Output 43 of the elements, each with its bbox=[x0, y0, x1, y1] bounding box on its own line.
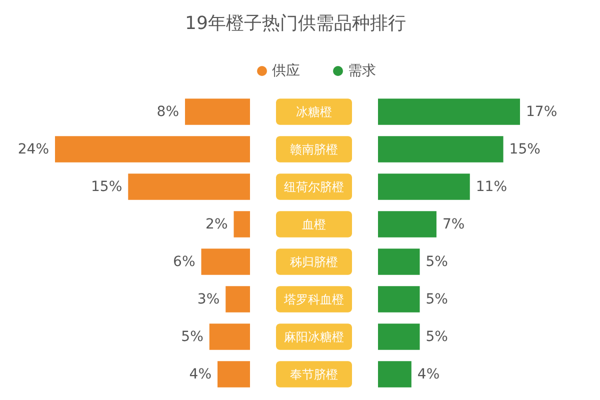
data-label: 11% bbox=[476, 178, 508, 195]
legend-label: 供应 bbox=[272, 63, 300, 79]
text: 19年橙子热门供需品种排行 bbox=[185, 13, 406, 34]
bar bbox=[226, 286, 250, 312]
y-tick-label: 麻阳冰糖橙 bbox=[284, 330, 344, 344]
bar bbox=[378, 248, 420, 275]
bar bbox=[378, 98, 520, 125]
bar bbox=[378, 136, 504, 162]
bar bbox=[185, 98, 250, 125]
bar bbox=[378, 174, 470, 200]
bar bbox=[378, 211, 436, 238]
bar bbox=[128, 174, 250, 200]
y-tick-label: 秭归脐橙 bbox=[290, 254, 338, 269]
bar bbox=[378, 361, 412, 388]
y-tick-label: 赣南脐橙 bbox=[290, 142, 338, 156]
data-label: 2% bbox=[206, 216, 228, 232]
bar bbox=[218, 361, 250, 388]
data-label: 7% bbox=[442, 216, 465, 232]
data-label: 8% bbox=[156, 104, 179, 120]
data-label: 15% bbox=[509, 141, 540, 158]
bar bbox=[378, 286, 420, 312]
data-label: 6% bbox=[173, 254, 196, 270]
bar bbox=[55, 136, 250, 162]
data-label: 3% bbox=[197, 291, 220, 308]
data-label: 4% bbox=[417, 366, 440, 382]
data-label: 15% bbox=[91, 178, 122, 195]
data-label: 5% bbox=[181, 328, 204, 345]
data-label: 5% bbox=[426, 291, 448, 308]
bar bbox=[234, 211, 250, 238]
bar bbox=[201, 248, 250, 275]
data-label: 5% bbox=[426, 254, 448, 270]
legend-label: 需求 bbox=[348, 63, 376, 79]
y-tick-label: 奉节脐橙 bbox=[290, 367, 338, 382]
bar bbox=[209, 324, 250, 350]
y-tick-label: 冰糖橙 bbox=[296, 104, 332, 119]
y-tick-label: 血橙 bbox=[302, 217, 326, 232]
data-label: 24% bbox=[18, 141, 49, 158]
data-label: 5% bbox=[426, 328, 448, 345]
data-label: 4% bbox=[189, 366, 212, 382]
y-tick-label: 塔罗科血橙 bbox=[283, 292, 344, 306]
data-label: 17% bbox=[526, 104, 558, 120]
bar bbox=[378, 324, 420, 350]
y-tick-label: 纽荷尔脐橙 bbox=[284, 180, 344, 194]
